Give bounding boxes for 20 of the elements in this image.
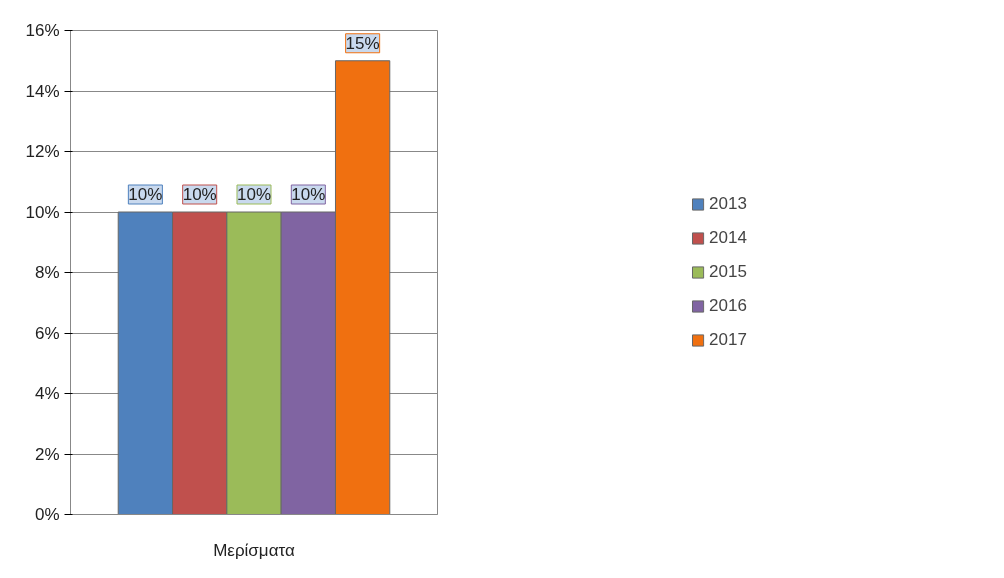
legend-label: 2013	[709, 194, 747, 214]
y-tick-label: 0%	[34, 505, 60, 524]
y-tick-label: 10%	[25, 202, 60, 222]
data-label: 10%	[182, 185, 217, 204]
legend-label: 2017	[709, 330, 747, 350]
legend-label: 2015	[709, 262, 747, 282]
y-tick-label: 12%	[25, 142, 60, 161]
data-label: 15%	[345, 33, 380, 53]
y-tick-label: 14%	[25, 81, 60, 101]
y-tick-label: 4%	[34, 384, 60, 403]
data-label: 10%	[291, 185, 326, 204]
y-tick-label: 6%	[34, 323, 60, 343]
data-label: 10%	[128, 185, 163, 204]
x-tick-label: Μερίσματα	[213, 540, 295, 560]
y-tick-label: 2%	[34, 444, 60, 464]
legend-label: 2016	[709, 296, 747, 316]
data-label: 10%	[236, 185, 272, 204]
legend-label: 2014	[709, 228, 747, 248]
y-tick-label: 8%	[34, 263, 60, 282]
y-tick-label: 16%	[25, 21, 60, 40]
